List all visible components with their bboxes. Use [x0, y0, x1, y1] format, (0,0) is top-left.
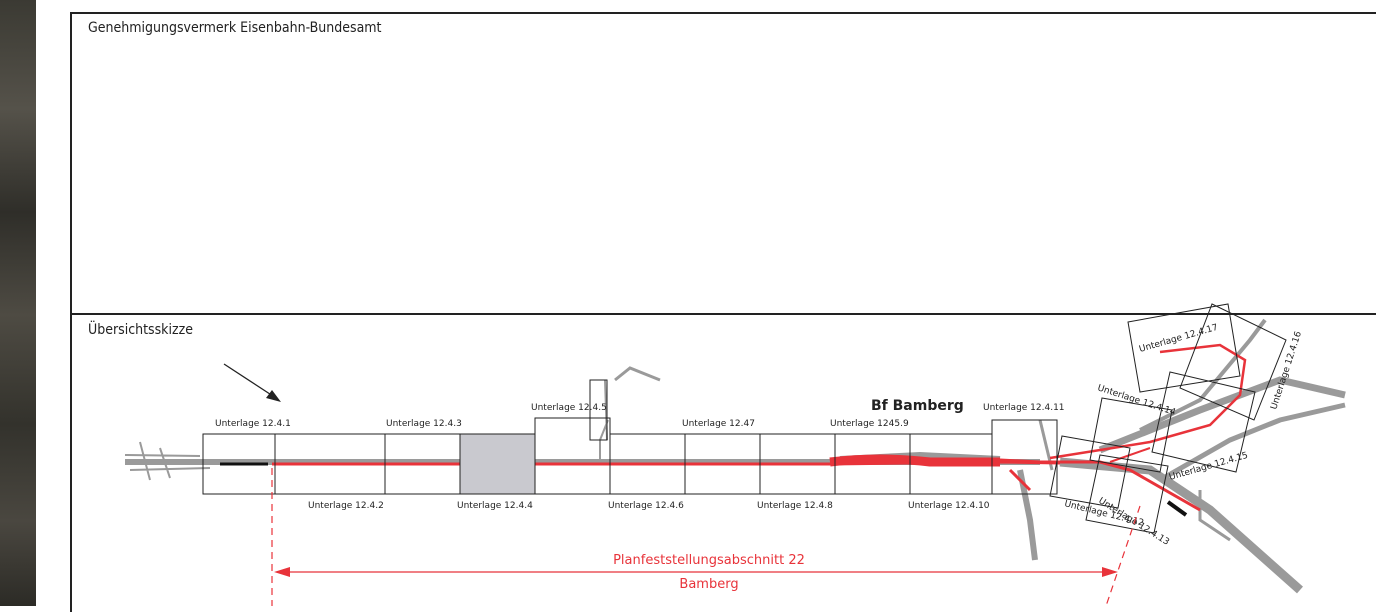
sheet-label-12-4-14: Unterlage 12.4.14	[1096, 383, 1177, 418]
north-arrow-icon	[223, 363, 281, 402]
sheet-label-12-4-3: Unterlage 12.4.3	[386, 419, 462, 429]
sheet-label-12-4-1: Unterlage 12.4.1	[215, 419, 291, 429]
sheet-label-12-4-4: Unterlage 12.4.4	[457, 501, 533, 511]
sheet-label-12-4-11: Unterlage 12.4.11	[983, 403, 1065, 413]
station-label: Bf Bamberg	[871, 398, 964, 414]
scan-edge	[0, 0, 36, 606]
section-divider	[70, 313, 1376, 315]
section-subtitle: Bamberg	[679, 577, 738, 592]
sheet-label-12-47: Unterlage 12.47	[682, 419, 755, 429]
black-track-end	[1166, 500, 1188, 517]
overview-heading: Übersichtsskizze	[88, 322, 193, 338]
sheet-label-1245-9: Unterlage 1245.9	[830, 419, 909, 429]
sheet-label-12-4-16: Unterlage 12.4.16	[1269, 330, 1304, 411]
approval-heading: Genehmigungsvermerk Eisenbahn-Bundesamt	[88, 20, 382, 36]
section-title: Planfeststellungsabschnitt 22	[613, 553, 805, 568]
sheet-label-12-4-6: Unterlage 12.4.6	[608, 501, 684, 511]
gray-network	[124, 318, 1346, 594]
sheet-boxes	[202, 303, 1287, 534]
sheet-label-12-4-8: Unterlage 12.4.8	[757, 501, 833, 511]
section-extent	[271, 468, 1141, 606]
sheet-label-12-4-5: Unterlage 12.4.5	[531, 403, 607, 413]
sheet-label-12-4-2: Unterlage 12.4.2	[308, 501, 384, 511]
sheet-label-12-4-10: Unterlage 12.4.10	[908, 501, 990, 511]
drawing-frame	[70, 12, 1376, 612]
